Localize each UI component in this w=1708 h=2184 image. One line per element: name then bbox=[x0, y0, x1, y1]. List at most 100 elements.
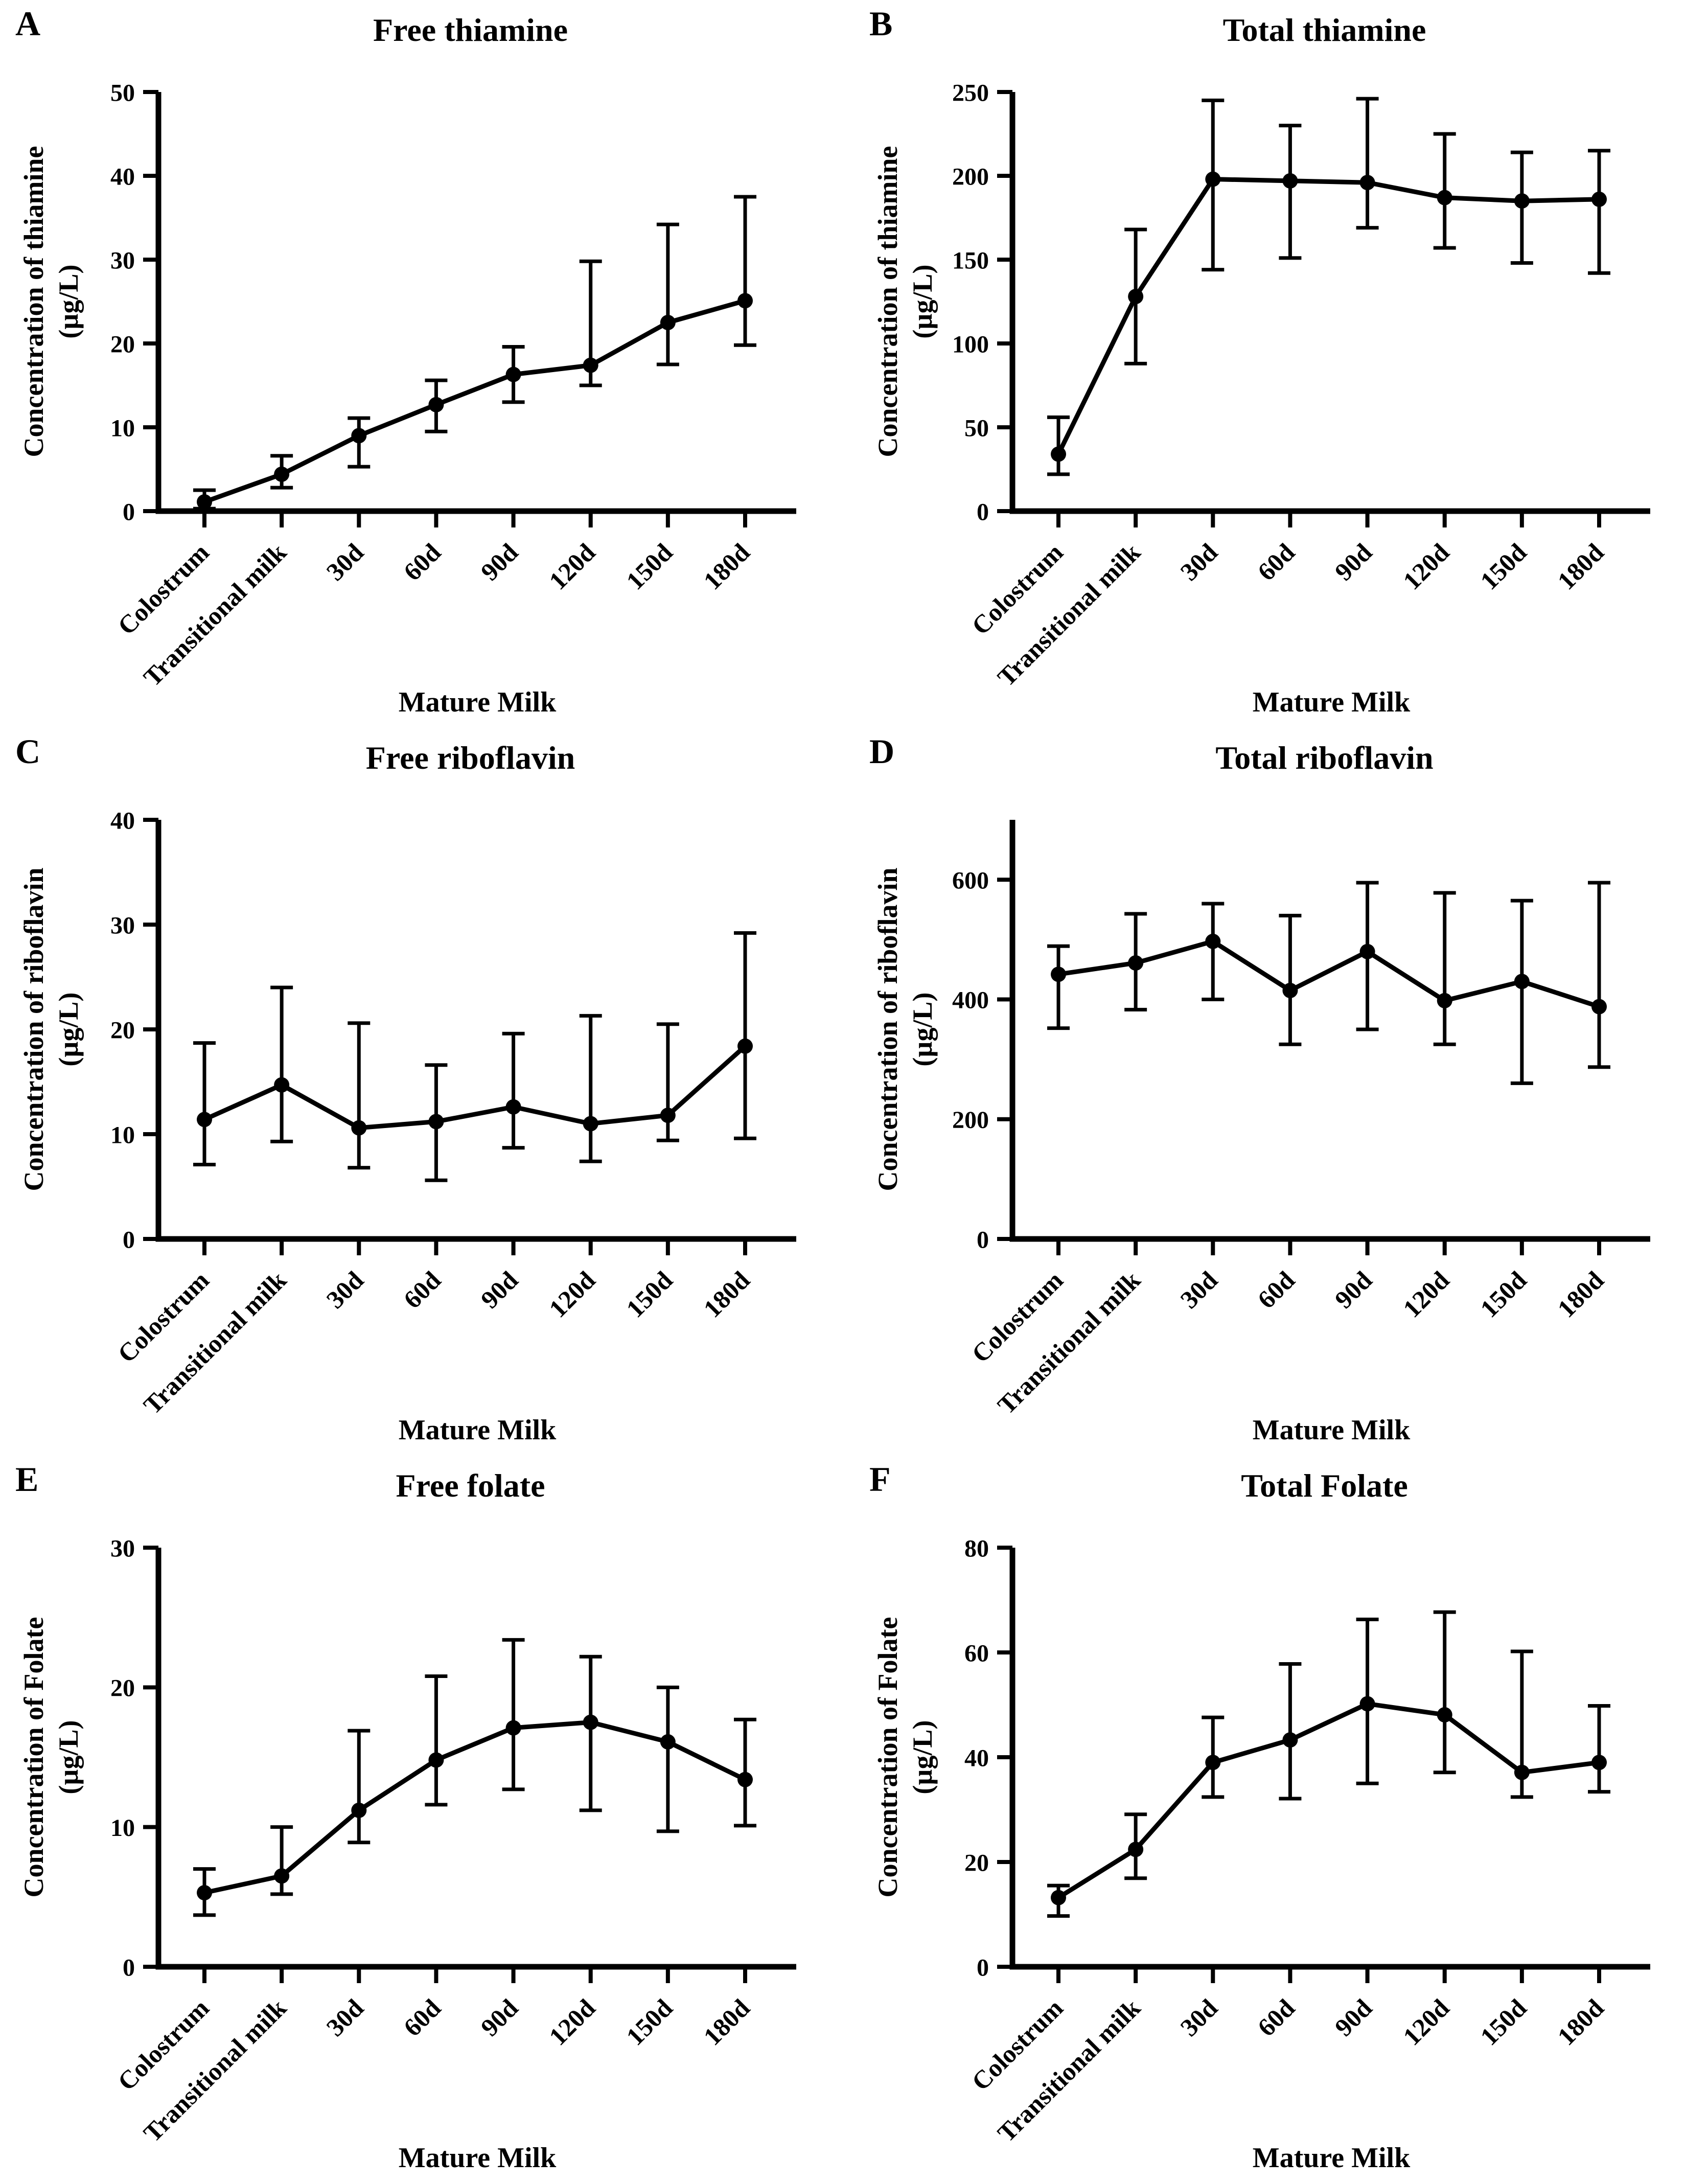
panel-c: C Free riboflavin 0 10 20 30 40 Colostrum Tran… bbox=[0, 728, 854, 1456]
x-tick-label: 90d bbox=[1329, 1993, 1378, 2042]
y-tick-label: 20 bbox=[110, 1017, 135, 1044]
x-tick-label: 30d bbox=[1174, 538, 1223, 586]
y-tick-label: 30 bbox=[110, 247, 135, 274]
data-point bbox=[1205, 171, 1221, 187]
x-tick-label: 150d bbox=[1474, 538, 1532, 595]
y-tick-label: 250 bbox=[952, 79, 989, 106]
y-tick-label: 60 bbox=[964, 1640, 989, 1667]
y-axis-label-line1: Concentration of thiamine bbox=[18, 146, 49, 457]
data-point bbox=[1051, 1890, 1066, 1905]
y-tick-label: 600 bbox=[952, 867, 989, 894]
x-tick-label: 150d bbox=[620, 538, 678, 595]
panel-a-title: Free thiamine bbox=[373, 12, 568, 48]
y-axis-label-line1: Concentration of riboflavin bbox=[872, 868, 903, 1191]
x-tick-label: 180d bbox=[698, 1993, 755, 2051]
y-axis-label-line2: (µg/L) bbox=[907, 264, 938, 338]
x-tick-label: 180d bbox=[698, 1266, 755, 1323]
panel-c-title: Free riboflavin bbox=[365, 740, 575, 776]
x-tick-label: 60d bbox=[1252, 1993, 1301, 2042]
data-point bbox=[737, 293, 753, 309]
x-tick-label: 180d bbox=[698, 538, 755, 595]
x-tick-label: 60d bbox=[398, 1993, 447, 2042]
x-tick-label: Transitional milk bbox=[992, 1266, 1146, 1419]
y-tick-label: 0 bbox=[123, 1954, 135, 1981]
panel-b-letter: B bbox=[869, 4, 893, 43]
x-tick-label: 150d bbox=[1474, 1266, 1532, 1323]
data-point bbox=[1359, 1696, 1375, 1712]
y-axis-label-line1: Concentration of Folate bbox=[18, 1617, 49, 1898]
data-point bbox=[660, 1734, 676, 1750]
y-axis-label-line2: (µg/L) bbox=[907, 992, 938, 1066]
x-tick-label: 60d bbox=[398, 538, 447, 586]
y-tick-label: 100 bbox=[952, 331, 989, 358]
y-tick-label: 50 bbox=[110, 79, 135, 106]
y-tick-label: 40 bbox=[110, 163, 135, 190]
y-axis-label-line1: Concentration of thiamine bbox=[872, 146, 903, 457]
y-axis-label-line2: (µg/L) bbox=[907, 1720, 938, 1794]
x-tick-label: 150d bbox=[620, 1993, 678, 2051]
data-point bbox=[351, 428, 367, 444]
panel-a: A Free thiamine 0 10 20 30 40 50 Colostrum Tran… bbox=[0, 0, 854, 728]
data-point bbox=[1359, 175, 1375, 191]
y-tick-label: 50 bbox=[964, 415, 989, 442]
panel-e-letter: E bbox=[15, 1460, 39, 1499]
data-point bbox=[660, 1108, 676, 1123]
x-tick-label: 150d bbox=[620, 1266, 678, 1323]
data-point bbox=[1128, 1842, 1144, 1857]
series-line bbox=[203, 298, 746, 504]
x-tick-label: 120d bbox=[543, 538, 601, 595]
data-point bbox=[428, 1114, 444, 1130]
panel-d-title: Total riboflavin bbox=[1215, 740, 1434, 776]
x-tick-label: Transitional milk bbox=[138, 538, 292, 692]
series-line bbox=[204, 1720, 746, 1895]
panel-e-title: Free folate bbox=[396, 1467, 545, 1504]
data-point bbox=[274, 1868, 290, 1884]
data-point bbox=[197, 1112, 212, 1128]
y-axis-label-line1: Concentration of riboflavin bbox=[18, 868, 49, 1191]
data-point bbox=[1282, 982, 1298, 998]
y-axis-label-line2: (µg/L) bbox=[53, 992, 84, 1066]
y-tick-label: 0 bbox=[123, 1226, 135, 1253]
data-point bbox=[1591, 999, 1607, 1015]
x-tick-label: 30d bbox=[320, 1993, 369, 2042]
data-point bbox=[1591, 191, 1607, 207]
data-point bbox=[1359, 944, 1375, 959]
x-tick-label: Transitional milk bbox=[992, 538, 1146, 692]
data-point bbox=[505, 366, 521, 382]
y-tick-label: 0 bbox=[123, 498, 135, 525]
panel-d-letter: D bbox=[869, 732, 895, 771]
data-point bbox=[1205, 933, 1221, 949]
x-tick-label: 90d bbox=[1329, 538, 1378, 586]
data-point bbox=[428, 1752, 444, 1768]
y-tick-label: 400 bbox=[952, 987, 989, 1014]
x-axis-label: Mature Milk bbox=[1253, 2142, 1411, 2174]
data-point bbox=[351, 1120, 367, 1136]
data-point bbox=[351, 1802, 367, 1818]
x-tick-label: Transitional milk bbox=[138, 1266, 292, 1419]
y-axis-label-line1: Concentration of Folate bbox=[872, 1617, 903, 1898]
x-tick-label: 120d bbox=[543, 1266, 601, 1323]
data-point bbox=[1437, 1707, 1452, 1722]
x-tick-label: 120d bbox=[543, 1993, 601, 2051]
y-tick-label: 10 bbox=[110, 1121, 135, 1148]
y-tick-label: 20 bbox=[110, 331, 135, 358]
data-point bbox=[1437, 993, 1452, 1008]
panel-b: B Total thiamine 0 50 100 150 200 250 Colostru… bbox=[854, 0, 1708, 728]
y-tick-label: 0 bbox=[977, 1954, 989, 1981]
x-axis-label: Mature Milk bbox=[399, 1414, 557, 1446]
x-tick-label: 60d bbox=[1252, 1266, 1301, 1314]
x-tick-label: 30d bbox=[1174, 1266, 1223, 1314]
data-point bbox=[197, 1885, 212, 1901]
x-tick-label: 30d bbox=[1174, 1993, 1223, 2042]
y-tick-label: 20 bbox=[964, 1849, 989, 1876]
x-tick-label: 60d bbox=[398, 1266, 447, 1314]
panel-f-letter: F bbox=[869, 1460, 891, 1499]
x-tick-label: 180d bbox=[1552, 538, 1609, 595]
data-point bbox=[505, 1099, 521, 1115]
